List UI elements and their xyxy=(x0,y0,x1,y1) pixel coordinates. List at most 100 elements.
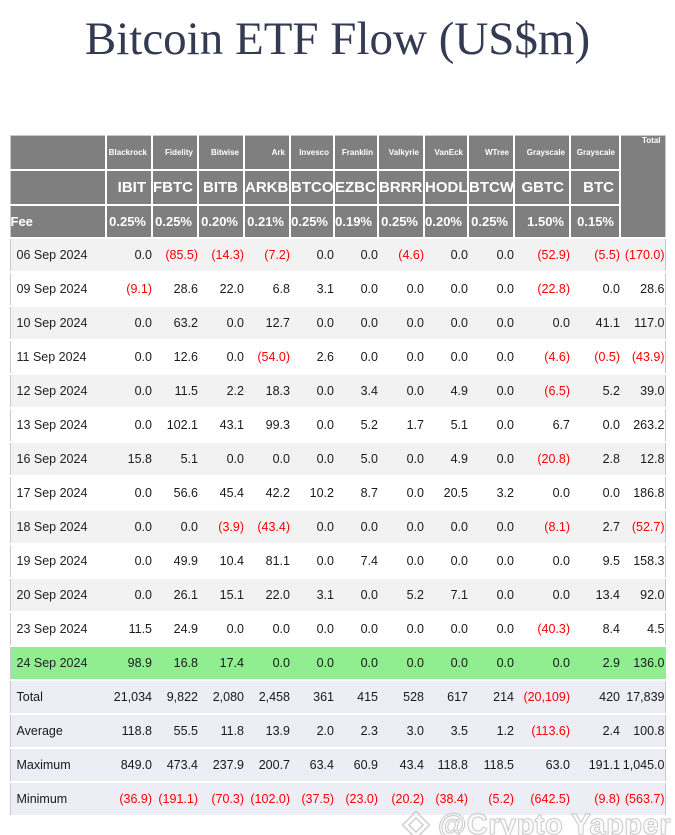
value-cell: 99.3 xyxy=(244,407,290,443)
value-cell: 2.7 xyxy=(570,509,620,545)
value-cell: 0.0 xyxy=(106,407,152,443)
value-cell: 0.0 xyxy=(106,475,152,511)
value-cell: 3.1 xyxy=(290,577,334,613)
value-cell: 26.1 xyxy=(152,577,198,613)
value-cell: 0.0 xyxy=(424,271,468,307)
summary-value: 200.7 xyxy=(244,747,290,783)
fee-value: 1.50% xyxy=(514,204,571,239)
fee-label: Fee xyxy=(10,204,107,239)
value-cell: 92.0 xyxy=(620,577,665,613)
value-cell: 5.0 xyxy=(334,441,378,477)
summary-value: 473.4 xyxy=(152,747,198,783)
summary-value: 63.0 xyxy=(514,747,570,783)
value-cell: (170.0) xyxy=(620,237,665,273)
summary-value: 528 xyxy=(378,679,424,715)
corner-cell xyxy=(10,169,107,206)
value-cell: 0.0 xyxy=(334,237,378,273)
value-cell: 11.5 xyxy=(106,611,152,647)
summary-row: Maximum 849.0 473.4 237.9 200.7 63.4 60.9 43.4 1… xyxy=(10,747,665,783)
fee-value: 0.25% xyxy=(378,204,425,239)
summary-value: (113.6) xyxy=(514,713,570,749)
value-cell: 117.0 xyxy=(620,305,665,341)
value-cell: 0.0 xyxy=(514,305,570,341)
value-cell: 0.0 xyxy=(106,237,152,273)
value-cell: 0.0 xyxy=(424,611,468,647)
date-cell: 11 Sep 2024 xyxy=(10,339,106,375)
issuer-header: Fidelity xyxy=(152,135,199,171)
summary-value: (9.8) xyxy=(570,781,620,817)
total-header: Total xyxy=(620,135,665,239)
summary-value: 55.5 xyxy=(152,713,198,749)
value-cell: 17.4 xyxy=(198,645,244,681)
summary-value: 214 xyxy=(468,679,514,715)
value-cell: 0.0 xyxy=(514,645,570,681)
table-row: 17 Sep 2024 0.0 56.6 45.4 42.2 10.2 8.7 0.0 20.5… xyxy=(10,475,665,511)
value-cell: 28.6 xyxy=(620,271,665,307)
summary-value: (38.4) xyxy=(424,781,468,817)
summary-value: 11.8 xyxy=(198,713,244,749)
issuer-header: Invesco xyxy=(290,135,335,171)
value-cell: 0.0 xyxy=(514,543,570,579)
summary-value: (36.9) xyxy=(106,781,152,817)
issuer-header: WTree xyxy=(468,135,515,171)
ticker-header: ARKB xyxy=(244,169,291,206)
value-cell: 0.0 xyxy=(468,543,514,579)
value-cell: 10.2 xyxy=(290,475,334,511)
value-cell: (43.4) xyxy=(244,509,290,545)
date-cell: 12 Sep 2024 xyxy=(10,373,106,409)
fee-value: 0.20% xyxy=(198,204,245,239)
value-cell: 0.0 xyxy=(290,237,334,273)
table-row: 11 Sep 2024 0.0 12.6 0.0 (54.0) 2.6 0.0 0.0 0.0 0… xyxy=(10,339,665,375)
value-cell: 22.0 xyxy=(244,577,290,613)
value-cell: 0.0 xyxy=(378,339,424,375)
value-cell: 13.4 xyxy=(570,577,620,613)
ticker-header: BTCO xyxy=(290,169,335,206)
value-cell: 102.1 xyxy=(152,407,198,443)
summary-value: 420 xyxy=(570,679,620,715)
value-cell: 49.9 xyxy=(152,543,198,579)
value-cell: 3.2 xyxy=(468,475,514,511)
value-cell: 0.0 xyxy=(290,543,334,579)
value-cell: 0.0 xyxy=(334,611,378,647)
summary-value: 3.0 xyxy=(378,713,424,749)
value-cell: 0.0 xyxy=(514,475,570,511)
summary-value: 100.8 xyxy=(620,713,665,749)
table-row: 10 Sep 2024 0.0 63.2 0.0 12.7 0.0 0.0 0.0 0.0 0.0… xyxy=(10,305,665,341)
value-cell: 22.0 xyxy=(198,271,244,307)
value-cell: 0.0 xyxy=(106,509,152,545)
value-cell: 0.0 xyxy=(468,339,514,375)
value-cell: 43.1 xyxy=(198,407,244,443)
summary-value: 3.5 xyxy=(424,713,468,749)
summary-row: Total 21,034 9,822 2,080 2,458 361 415 528 617 21… xyxy=(10,679,665,715)
value-cell: 0.0 xyxy=(570,407,620,443)
value-cell: 136.0 xyxy=(620,645,665,681)
page-title: Bitcoin ETF Flow (US$m) xyxy=(84,13,591,65)
value-cell: 0.0 xyxy=(424,237,468,273)
value-cell: 6.8 xyxy=(244,271,290,307)
value-cell: 5.2 xyxy=(334,407,378,443)
ticker-header: GBTC xyxy=(514,169,571,206)
table-body: 06 Sep 2024 0.0 (85.5) (14.3) (7.2) 0.0 0.0 (4.… xyxy=(10,237,665,681)
summary-label: Average xyxy=(10,713,106,749)
value-cell: (14.3) xyxy=(198,237,244,273)
value-cell: 0.0 xyxy=(290,407,334,443)
value-cell: 0.0 xyxy=(378,271,424,307)
value-cell: 0.0 xyxy=(468,407,514,443)
value-cell: 6.7 xyxy=(514,407,570,443)
value-cell: 0.0 xyxy=(378,543,424,579)
value-cell: 0.0 xyxy=(424,305,468,341)
value-cell: 8.7 xyxy=(334,475,378,511)
corner-cell xyxy=(10,135,107,171)
table-row: 16 Sep 2024 15.8 5.1 0.0 0.0 0.0 5.0 0.0 4.9 0.0(… xyxy=(10,441,665,477)
value-cell: (85.5) xyxy=(152,237,198,273)
value-cell: 0.0 xyxy=(244,611,290,647)
value-cell: 28.6 xyxy=(152,271,198,307)
value-cell: 0.0 xyxy=(198,611,244,647)
value-cell: (22.8) xyxy=(514,271,570,307)
value-cell: 0.0 xyxy=(424,645,468,681)
value-cell: 20.5 xyxy=(424,475,468,511)
value-cell: 186.8 xyxy=(620,475,665,511)
table-row-highlighted: 24 Sep 2024 98.9 16.8 17.4 0.0 0.0 0.0 0.0 0.0 0.… xyxy=(10,645,665,681)
fee-value: 0.15% xyxy=(570,204,621,239)
summary-value: 617 xyxy=(424,679,468,715)
